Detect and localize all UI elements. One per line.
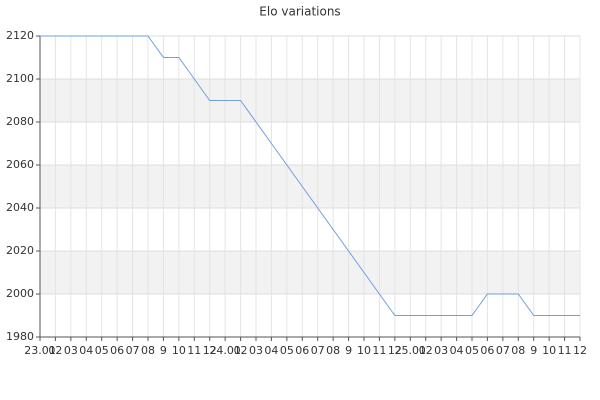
x-tick-label: 08	[511, 344, 525, 357]
x-tick-label: 12	[388, 344, 402, 357]
x-tick-label: 03	[434, 344, 448, 357]
x-tick-label: 10	[172, 344, 186, 357]
x-tick-label: 07	[496, 344, 510, 357]
line	[40, 35, 580, 316]
x-tick-label: 11	[372, 344, 386, 357]
x-tick-label: 12	[203, 344, 217, 357]
x-tick-label: 02	[234, 344, 248, 357]
x-tick-label: 04	[450, 344, 464, 357]
x-tick-label: 9	[345, 344, 352, 357]
grid-band	[40, 251, 580, 294]
grid-band	[40, 79, 580, 122]
x-tick-label: 03	[249, 344, 263, 357]
x-tick-label: 24.01	[209, 344, 241, 357]
y-tick-label: 2020	[6, 244, 34, 257]
x-tick-label: 10	[542, 344, 556, 357]
x-tick-label: 08	[141, 344, 155, 357]
y-tick-label: 2000	[6, 287, 34, 300]
x-tick-label: 05	[95, 344, 109, 357]
x-tick-label: 25.01	[395, 344, 427, 357]
x-tick-label: 04	[79, 344, 93, 357]
x-tick-label: 11	[558, 344, 572, 357]
x-tick-label: 23.01	[24, 344, 56, 357]
y-tick-label: 2080	[6, 115, 34, 128]
x-tick-label: 9	[530, 344, 537, 357]
x-tick-label: 06	[110, 344, 124, 357]
x-tick-label: 10	[357, 344, 371, 357]
x-tick-label: 03	[64, 344, 78, 357]
bands	[40, 79, 580, 294]
x-tick-label: 02	[419, 344, 433, 357]
y-tick-label: 2060	[6, 158, 34, 171]
x-tick-label: 9	[160, 344, 167, 357]
grid-band	[40, 165, 580, 208]
y-tick-label: 2100	[6, 72, 34, 85]
x-tick-label: 11	[187, 344, 201, 357]
y-tick-label: 2040	[6, 201, 34, 214]
x-tick-label: 05	[280, 344, 294, 357]
x-tick-label: 06	[480, 344, 494, 357]
x-tick-label: 06	[295, 344, 309, 357]
y-tick-label: 2120	[6, 29, 34, 42]
x-tick-label: 07	[311, 344, 325, 357]
chart-title: Elo variations	[259, 5, 340, 19]
x-tick-label: 02	[48, 344, 62, 357]
x-tick-label: 12	[573, 344, 587, 357]
y-tick-label: 1980	[6, 330, 34, 343]
x-tick-label: 08	[326, 344, 340, 357]
x-tick-label: 07	[126, 344, 140, 357]
x-tick-label: 05	[465, 344, 479, 357]
x-tick-label: 04	[264, 344, 278, 357]
